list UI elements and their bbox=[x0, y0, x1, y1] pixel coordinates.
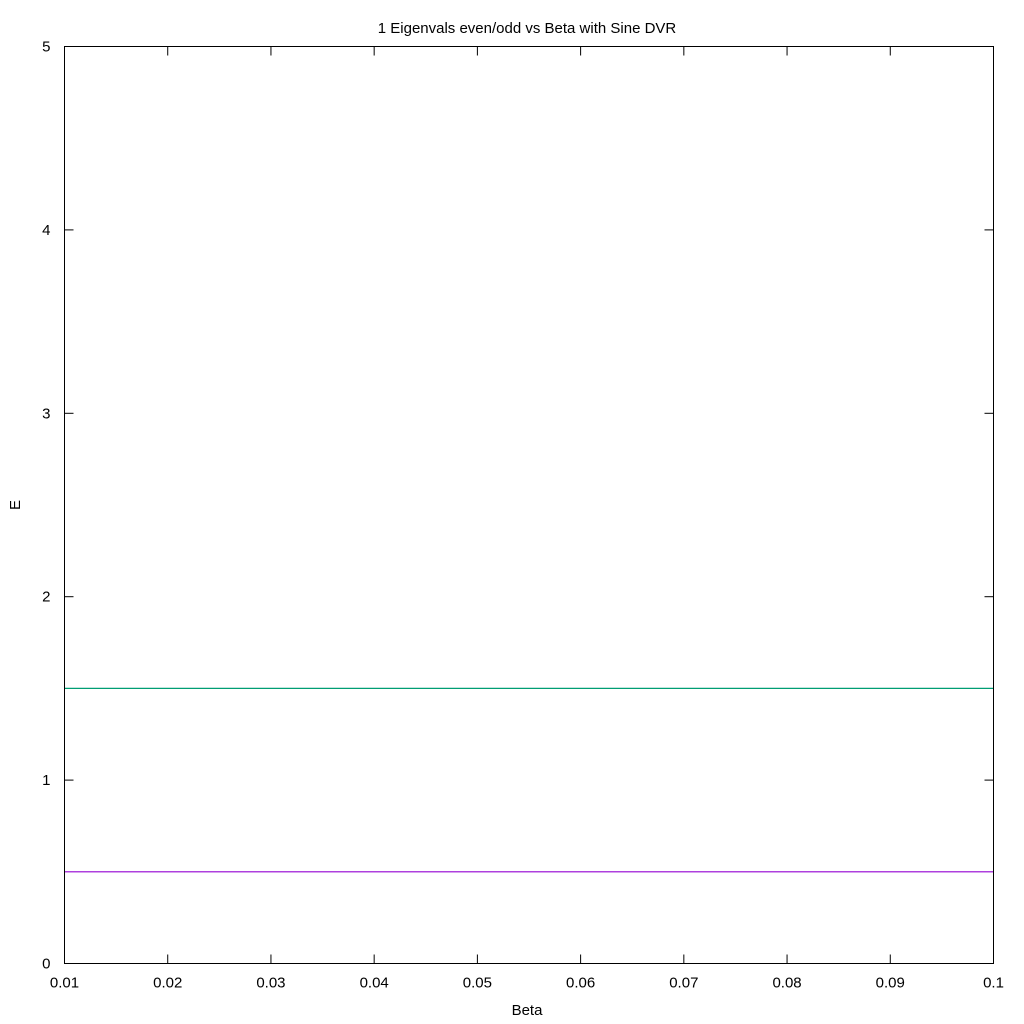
x-tick-label: 0.03 bbox=[256, 975, 285, 992]
x-tick-label: 0.06 bbox=[566, 975, 595, 992]
y-tick-label: 1 bbox=[42, 772, 50, 789]
x-tick-label: 0.05 bbox=[463, 975, 492, 992]
y-axis-label: E bbox=[7, 500, 24, 510]
y-tick-label: 5 bbox=[42, 39, 50, 56]
y-tick-label: 2 bbox=[42, 589, 50, 606]
x-tick-label: 0.04 bbox=[360, 975, 389, 992]
axis-ticks: 0.01 0.02 0.03 0.04 0.05 0.06 0.07 0.08 0.09 0.1 0… bbox=[42, 39, 1004, 992]
x-tick-label: 0.01 bbox=[50, 975, 79, 992]
x-tick-label: 0.08 bbox=[772, 975, 801, 992]
plot-area bbox=[64, 687, 994, 873]
x-tick-label: 0.07 bbox=[669, 975, 698, 992]
x-axis-label: Beta bbox=[512, 1002, 544, 1019]
x-tick-label: 0.09 bbox=[876, 975, 905, 992]
plot-frame bbox=[64, 46, 994, 964]
y-tick-label: 4 bbox=[42, 222, 50, 239]
chart-title: 1 Eigenvals even/odd vs Beta with Sine D… bbox=[378, 20, 677, 37]
x-tick-label: 0.02 bbox=[153, 975, 182, 992]
y-tick-label: 0 bbox=[42, 956, 50, 973]
x-tick-label: 0.1 bbox=[983, 975, 1004, 992]
y-tick-label: 3 bbox=[42, 405, 50, 422]
